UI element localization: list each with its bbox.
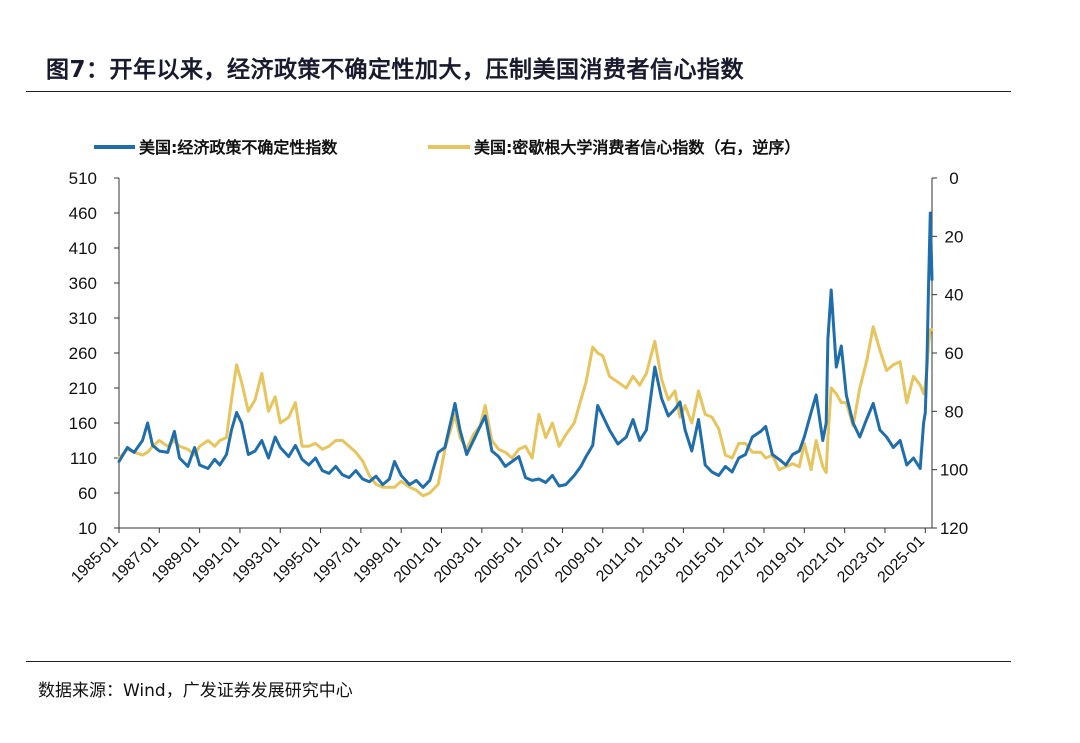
y-left-tick-label: 460 [69,204,97,223]
dual-axis-line-chart: 美国:经济政策不确定性指数 美国:密歇根大学消费者信心指数（右，逆序） 10 60… [68,138,968,586]
legend: 美国:经济政策不确定性指数 美国:密歇根大学消费者信心指数（右，逆序） [94,138,800,157]
y-left-tick-label: 110 [70,449,97,468]
series-layer [117,211,934,498]
y-left-tick-label: 160 [69,414,97,433]
axes: 10 60 110 160 210 260 310 360 410 460 510 0 20 40 60 80… [68,169,968,586]
y-left-tick-label: 510 [69,169,97,188]
series-line-sentiment [117,325,934,498]
y-left-tick-label: 260 [69,344,97,363]
y-right-tick-label: 40 [945,286,964,305]
chart-title: 图7：开年以来，经济政策不确定性加大，压制美国消费者信心指数 [46,57,745,83]
y-right-tick-label: 80 [945,402,964,421]
y-left-tick-label: 60 [78,484,97,503]
y-right-tick-label: 60 [945,344,964,363]
y-right-tick-label: 100 [940,461,968,480]
series-line-epu [117,211,934,489]
y-left-tick-label: 410 [69,239,97,258]
top-rule [26,91,1011,92]
y-left-tick-label: 360 [69,274,97,293]
y-left-tick-label: 210 [69,379,97,398]
legend-label-sentiment: 美国:密歇根大学消费者信心指数（右，逆序） [474,138,800,157]
source-note: 数据来源：Wind，广发证券发展研究中心 [38,681,353,701]
bottom-rule [26,661,1011,662]
y-right-tick-label: 20 [945,227,964,246]
legend-label-epu: 美国:经济政策不确定性指数 [139,138,338,157]
y-left-tick-label: 310 [69,309,97,328]
y-right-tick-label: 0 [949,169,958,188]
y-right-tick-label: 120 [940,519,968,538]
y-left-tick-label: 10 [78,519,97,538]
